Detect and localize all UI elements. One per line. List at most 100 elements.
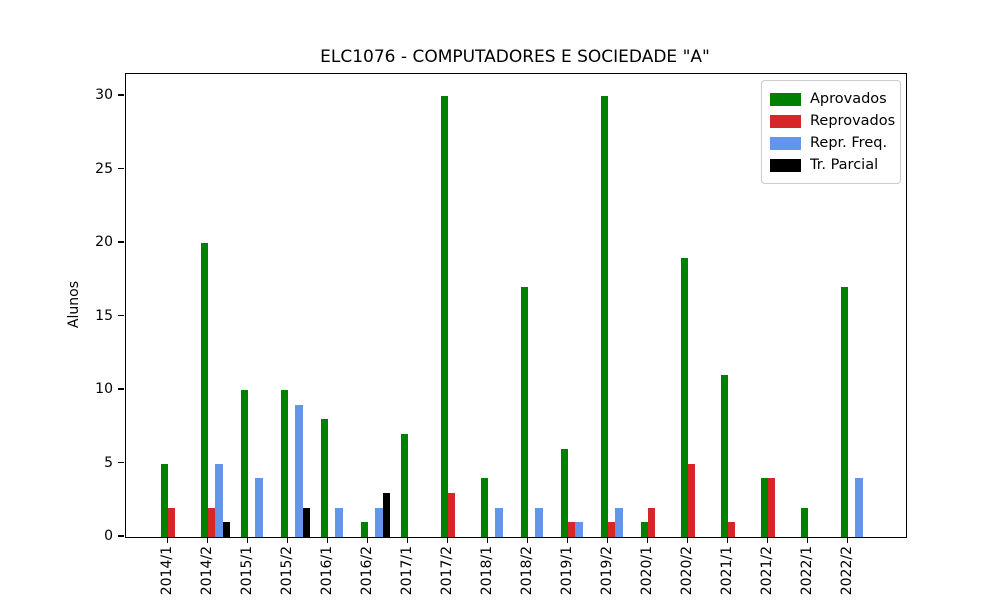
x-tick-label-2018/2: 2018/2 <box>519 546 535 596</box>
bar-aprovados-2017/2 <box>440 96 448 537</box>
y-tick-label-10: 10 <box>95 381 113 398</box>
bar-tr-parcial-2016/2 <box>382 492 390 537</box>
y-tick-mark <box>118 94 124 96</box>
bar-group-2019/1 <box>560 74 590 537</box>
bar-group-2018/1 <box>480 74 510 537</box>
bar-group-2014/2 <box>200 74 230 537</box>
bar-aprovados-2016/1 <box>320 419 328 537</box>
bar-aprovados-2015/2 <box>280 390 288 537</box>
x-tick-label-2019/1: 2019/1 <box>559 546 575 596</box>
legend-label: Repr. Freq. <box>810 135 888 151</box>
x-tick-mark <box>247 537 249 543</box>
bar-aprovados-2018/1 <box>480 478 488 537</box>
bar-group-2019/2 <box>600 74 630 537</box>
bar-aprovados-2021/1 <box>720 375 728 537</box>
x-tick-mark <box>687 537 689 543</box>
x-tick-mark <box>367 537 369 543</box>
bar-reprovados-2020/2 <box>688 463 696 537</box>
legend-row: Reprovados <box>770 110 896 132</box>
x-tick-label-2020/1: 2020/1 <box>639 546 655 596</box>
bar-aprovados-2014/2 <box>200 243 208 537</box>
bar-aprovados-2022/2 <box>840 287 848 537</box>
bar-repr-freq-2018/1 <box>495 507 503 537</box>
x-tick-mark <box>407 537 409 543</box>
bar-group-2017/1 <box>400 74 430 537</box>
bar-tr-parcial-2015/2 <box>302 507 310 537</box>
chart-title: ELC1076 - COMPUTADORES E SOCIEDADE "A" <box>320 47 710 67</box>
bar-aprovados-2020/1 <box>640 522 648 537</box>
x-tick-label-2014/1: 2014/1 <box>159 546 175 596</box>
bar-group-2015/2 <box>280 74 310 537</box>
x-tick-mark <box>647 537 649 543</box>
bar-group-2014/1 <box>160 74 190 537</box>
x-tick-mark <box>567 537 569 543</box>
legend-row: Repr. Freq. <box>770 132 892 154</box>
x-tick-label-2014/2: 2014/2 <box>199 546 215 596</box>
y-tick-mark <box>118 461 124 464</box>
legend-label: Reprovados <box>810 113 896 129</box>
legend-row: Tr. Parcial <box>770 154 892 176</box>
legend-swatch-icon <box>770 114 801 128</box>
bar-repr-freq-2019/1 <box>575 522 583 537</box>
x-tick-label-2016/1: 2016/1 <box>319 546 335 596</box>
x-tick-label-2020/2: 2020/2 <box>679 546 695 596</box>
bar-aprovados-2014/1 <box>160 463 168 537</box>
bar-reprovados-2021/2 <box>768 478 776 537</box>
x-tick-label-2022/2: 2022/2 <box>839 546 855 596</box>
bar-aprovados-2015/1 <box>240 390 248 537</box>
bar-repr-freq-2018/2 <box>535 507 543 537</box>
bar-group-2015/1 <box>240 74 270 537</box>
bar-group-2017/2 <box>440 74 470 537</box>
bar-reprovados-2019/2 <box>608 522 616 537</box>
x-tick-mark <box>327 537 329 543</box>
bar-repr-freq-2016/1 <box>335 507 343 537</box>
bar-aprovados-2021/2 <box>760 478 768 537</box>
y-tick-mark <box>118 167 124 170</box>
legend-swatch-icon <box>770 158 801 172</box>
bar-group-2018/2 <box>520 74 550 537</box>
x-tick-label-2015/1: 2015/1 <box>239 546 255 596</box>
x-tick-mark <box>487 537 489 543</box>
bar-aprovados-2019/2 <box>600 96 608 537</box>
bar-aprovados-2018/2 <box>520 287 528 537</box>
plot-area: Aprovados Reprovados Repr. Freq. Tr. Parcia… <box>125 73 907 538</box>
x-tick-mark <box>527 537 529 543</box>
bar-group-2016/2 <box>360 74 390 537</box>
bar-group-2022/2 <box>840 74 870 537</box>
bar-aprovados-2019/1 <box>560 448 568 537</box>
y-tick-label-0: 0 <box>104 528 113 544</box>
x-tick-mark <box>727 537 729 543</box>
bar-group-2020/1 <box>640 74 670 537</box>
bar-repr-freq-2022/2 <box>855 478 863 537</box>
y-tick-label-5: 5 <box>104 454 113 471</box>
bar-group-2021/1 <box>720 74 750 537</box>
y-tick-mark <box>118 388 124 390</box>
x-tick-label-2017/1: 2017/1 <box>399 546 415 596</box>
legend-label: Tr. Parcial <box>810 157 879 173</box>
bar-group-2016/1 <box>320 74 350 537</box>
x-tick-mark <box>167 537 169 543</box>
x-tick-mark <box>207 537 209 543</box>
legend: Aprovados Reprovados Repr. Freq. Tr. Parcia… <box>761 80 901 184</box>
x-tick-label-2019/2: 2019/2 <box>599 546 615 596</box>
x-tick-label-2015/2: 2015/2 <box>279 546 295 596</box>
x-tick-label-2016/2: 2016/2 <box>359 546 375 596</box>
bar-reprovados-2017/2 <box>448 492 456 537</box>
y-tick-mark <box>118 535 124 537</box>
x-tick-label-2017/2: 2017/2 <box>439 546 455 596</box>
bar-reprovados-2014/1 <box>168 507 176 537</box>
legend-row: Aprovados <box>770 88 892 110</box>
bar-reprovados-2021/1 <box>728 522 736 537</box>
x-tick-mark <box>807 537 809 543</box>
x-tick-mark <box>447 537 449 543</box>
x-tick-label-2021/2: 2021/2 <box>759 546 775 596</box>
x-tick-label-2022/1: 2022/1 <box>799 546 815 596</box>
x-tick-label-2021/1: 2021/1 <box>719 546 735 596</box>
y-tick-label-25: 25 <box>95 160 113 177</box>
bar-repr-freq-2016/2 <box>375 507 383 537</box>
y-tick-mark <box>118 314 124 317</box>
bar-aprovados-2022/1 <box>800 507 808 537</box>
bar-repr-freq-2019/2 <box>615 507 623 537</box>
bar-repr-freq-2015/1 <box>255 478 263 537</box>
legend-label: Aprovados <box>810 91 887 107</box>
